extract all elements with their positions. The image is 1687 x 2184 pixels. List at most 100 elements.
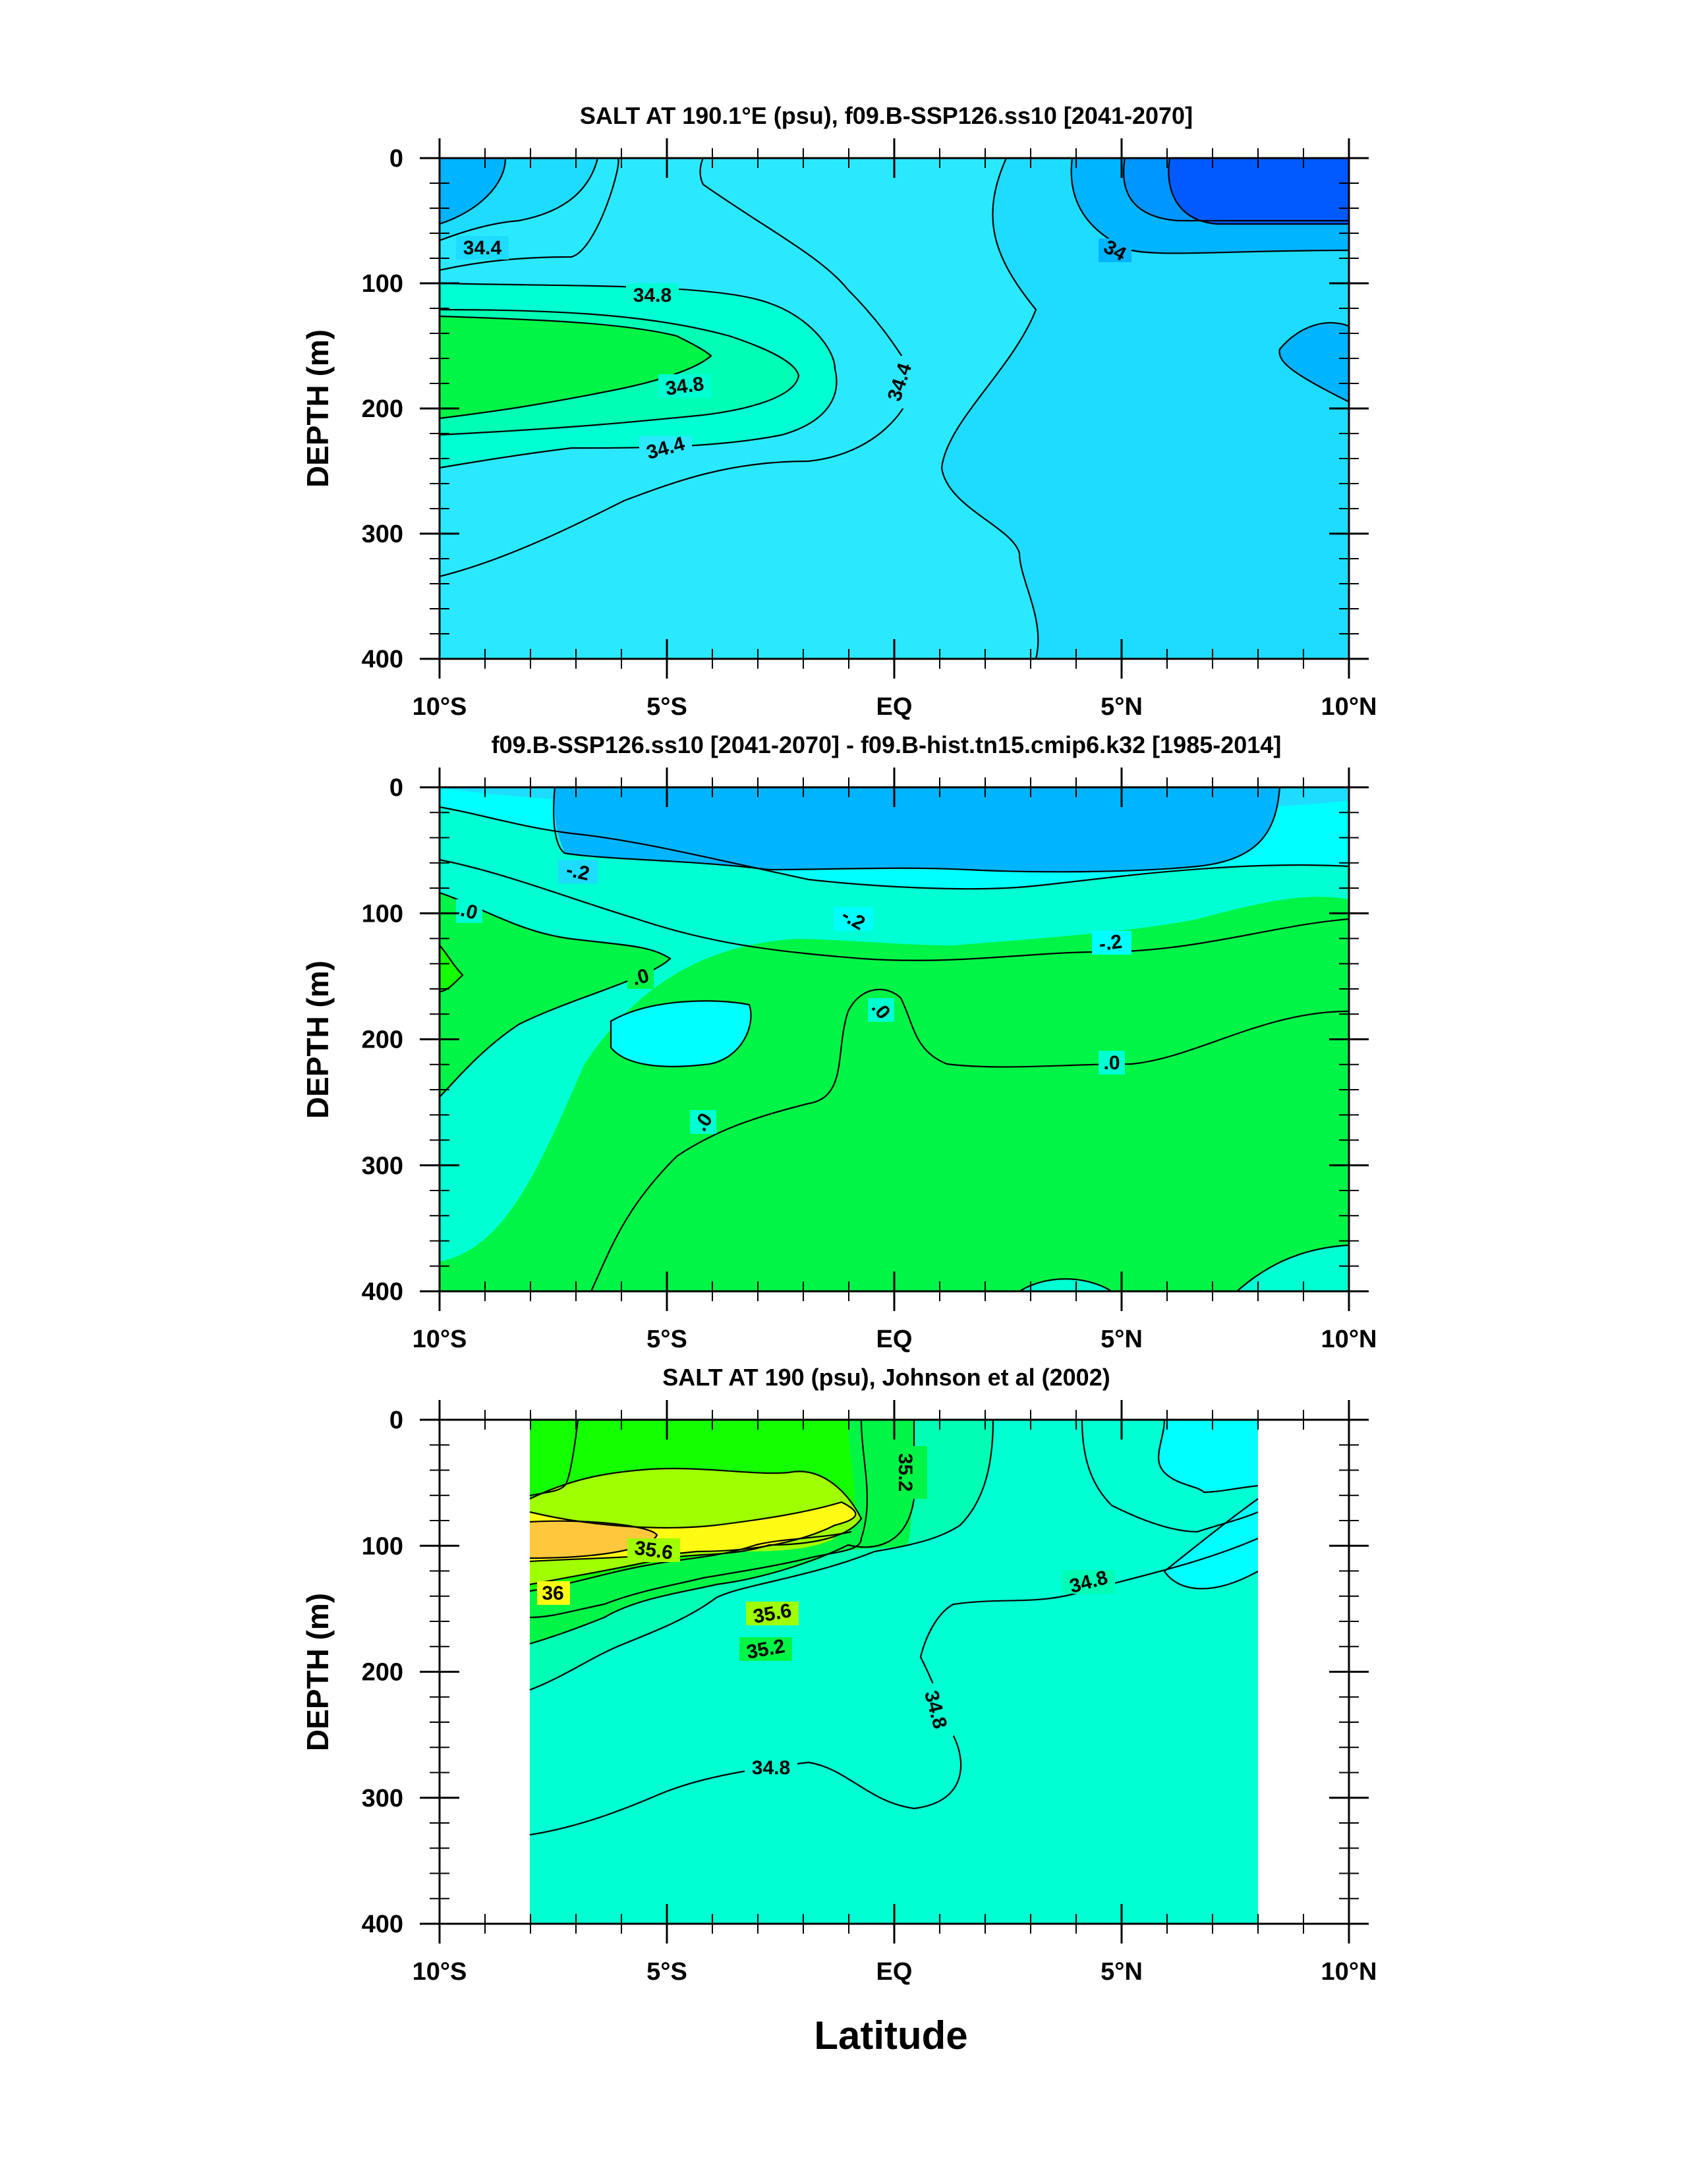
y-tick-label: 100 bbox=[362, 900, 403, 928]
p2-clab-bg-7 bbox=[690, 1110, 716, 1134]
y-tick-label: 0 bbox=[389, 774, 403, 802]
p3-contour-labels: 35.2 35.6 36 35.6 35.2 34.8 34.8 34.8 bbox=[537, 1446, 1115, 1779]
y-tick-label: 0 bbox=[389, 1407, 403, 1434]
x-tick-label: 10°S bbox=[413, 693, 467, 721]
panel-3-ylabel: DEPTH (m) bbox=[300, 1593, 335, 1751]
p2-line-0.0-se bbox=[1236, 1244, 1349, 1291]
p3-fill-ne-34.4 bbox=[1158, 1420, 1258, 1492]
p3-line-35.4 bbox=[529, 1530, 852, 1592]
p1-clab-bg-5 bbox=[1099, 238, 1131, 262]
p3-clab-bg-1 bbox=[627, 1538, 680, 1562]
panel-2-title: f09.B-SSP126.ss10 [2041-2070] - f09.B-hi… bbox=[492, 731, 1282, 758]
p2-clab-bg-2 bbox=[1092, 931, 1131, 955]
p1-contour-labels: 34.4 34.8 34.8 34.4 34.4 34 bbox=[456, 236, 1131, 464]
p2-contour-labels: -.2 -.2 -.2 .0 .0 .0 .0 .0 bbox=[456, 859, 1131, 1135]
panel-1-axes: 0 100 200 300 400 10°S 5°S EQ 5°N 10°N bbox=[362, 138, 1377, 721]
p3-clab-bg-4 bbox=[739, 1637, 792, 1661]
y-tick-label: 100 bbox=[362, 270, 403, 298]
panel-3-title: SALT AT 190 (psu), Johnson et al (2002) bbox=[662, 1364, 1110, 1391]
p2-line-0.0-bottom bbox=[1019, 1278, 1112, 1291]
x-tick-label: 5°N bbox=[1101, 1326, 1143, 1353]
panel-2-plot: -.2 -.2 -.2 .0 .0 .0 .0 .0 bbox=[440, 787, 1349, 1291]
p3-line-34.6 bbox=[529, 1537, 1259, 1836]
p1-fill-e-34.0 bbox=[1279, 322, 1349, 402]
p2-clab-bg-0 bbox=[558, 860, 598, 883]
p2-clab-bg-1 bbox=[834, 907, 873, 931]
p3-clab-bg-6 bbox=[921, 1683, 954, 1736]
p1-clab-bg-2 bbox=[658, 374, 711, 398]
p1-line-33.8-ne bbox=[1123, 158, 1349, 222]
p1-line-34.0-ne bbox=[1070, 158, 1349, 254]
p2-fill-neg-0.1-blob bbox=[611, 1001, 751, 1067]
p1-fill-east-34.2 bbox=[942, 158, 1349, 659]
panel-1: SALT AT 190.1°E (psu), f09.B-SSP126.ss10… bbox=[300, 102, 1377, 721]
p1-line-34.0-sw bbox=[440, 158, 507, 225]
p3-clab-bg-2 bbox=[537, 1581, 570, 1605]
panel-2: f09.B-SSP126.ss10 [2041-2070] - f09.B-hi… bbox=[300, 731, 1377, 1353]
p1-fill-sw-34.0 bbox=[440, 158, 505, 224]
p3-fill-e-34.4 bbox=[1164, 1499, 1258, 1589]
p1-line-34.2-mid bbox=[940, 158, 1039, 659]
p2-clab-bg-3 bbox=[456, 899, 482, 923]
p2-line-0.0-east bbox=[590, 988, 1349, 1291]
p3-fill-36.2 bbox=[530, 1521, 657, 1558]
y-tick-label: 400 bbox=[362, 1278, 403, 1306]
p2-clab-bg-5 bbox=[868, 998, 894, 1022]
p1-clab-bg-0 bbox=[456, 236, 509, 260]
x-tick-label: EQ bbox=[876, 693, 913, 721]
x-tick-label: 5°S bbox=[646, 1326, 687, 1353]
y-tick-label: 400 bbox=[362, 646, 403, 673]
p1-contour-label: 34.8 bbox=[633, 285, 672, 306]
x-tick-label: 5°S bbox=[646, 1958, 687, 1986]
x-tick-label: 10°S bbox=[413, 1326, 467, 1353]
x-tick-label: 10°S bbox=[413, 1958, 467, 1986]
p2-contour-label: .0 bbox=[1103, 1052, 1120, 1074]
p2-contours bbox=[440, 787, 1349, 1291]
panel-1-plot: 34.4 34.8 34.8 34.4 34.4 34 bbox=[440, 158, 1349, 659]
p2-line-neg-0.3 bbox=[553, 787, 1281, 873]
p3-line-36.2 bbox=[529, 1520, 658, 1559]
p1-line-34.0-e bbox=[1278, 322, 1349, 403]
p3-line-34.4-e bbox=[1163, 1498, 1259, 1590]
p2-fill-0-se bbox=[1237, 1245, 1349, 1291]
p3-clab-bg-3 bbox=[746, 1602, 799, 1625]
y-tick-label: 200 bbox=[362, 1659, 403, 1687]
p1-contour-label: 34.8 bbox=[664, 373, 705, 400]
p2-clab-bg-6 bbox=[1099, 1051, 1125, 1075]
p3-clab-bg-0 bbox=[888, 1446, 927, 1499]
x-tick-label: 5°N bbox=[1101, 1958, 1143, 1986]
p3-contour-label: 35.6 bbox=[633, 1537, 674, 1564]
p3-clab-bg-7 bbox=[745, 1756, 797, 1779]
panel-3: SALT AT 190 (psu), Johnson et al (2002) bbox=[300, 1364, 1377, 2058]
x-tick-label: 5°S bbox=[646, 693, 687, 721]
p1-line-34.2-sw bbox=[440, 158, 599, 242]
p2-contour-label: -.2 bbox=[564, 859, 591, 885]
y-tick-label: 100 bbox=[362, 1532, 403, 1560]
p1-contour-label: 34.4 bbox=[463, 237, 502, 259]
p2-fill-0.1-east bbox=[440, 897, 1349, 1291]
p1-line-34.8 bbox=[440, 308, 800, 436]
p3-contour-label: 36 bbox=[542, 1582, 563, 1604]
y-tick-label: 400 bbox=[362, 1911, 403, 1938]
y-tick-label: 300 bbox=[362, 520, 403, 548]
p2-fill-neg-0.3 bbox=[554, 787, 1280, 872]
p1-line-35.0 bbox=[440, 315, 712, 420]
x-axis-label: Latitude bbox=[814, 2013, 967, 2058]
p1-clab-bg-1 bbox=[626, 283, 679, 307]
panel-3-axes: 0 100 200 300 400 10°S 5°S EQ 5°N 10°N bbox=[362, 1400, 1377, 1986]
panel-2-axes: 0 100 200 300 400 10°S 5°S EQ 5°N 10°N bbox=[362, 768, 1377, 1353]
p2-line-neg-0.2 bbox=[440, 806, 1349, 890]
p1-line-33.6-ne bbox=[1168, 158, 1349, 225]
p2-line-0.1-west bbox=[440, 945, 464, 993]
x-tick-label: EQ bbox=[876, 1958, 913, 1986]
x-tick-label: EQ bbox=[876, 1326, 913, 1353]
panel-2-ylabel: DEPTH (m) bbox=[300, 961, 335, 1119]
x-tick-label: 10°N bbox=[1321, 693, 1377, 721]
p1-line-34.4-w bbox=[440, 158, 619, 271]
y-tick-label: 200 bbox=[362, 1026, 403, 1054]
p2-line-0.0-west bbox=[440, 891, 672, 1098]
p3-line-35.2 bbox=[529, 1420, 868, 1619]
p2-line-neg-0.1 bbox=[440, 858, 1349, 961]
